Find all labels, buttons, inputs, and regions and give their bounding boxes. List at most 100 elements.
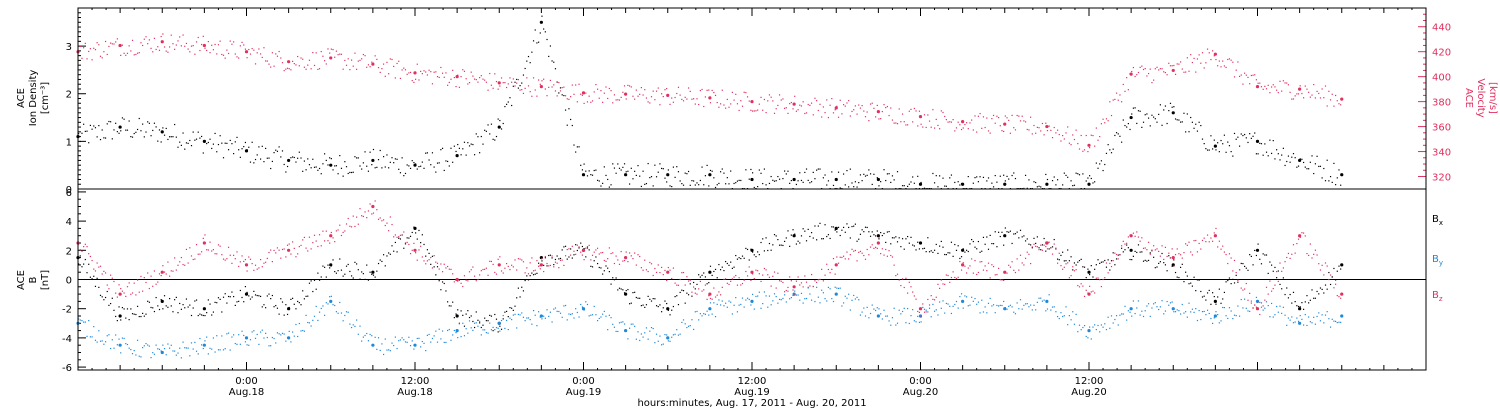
bx-sample-point — [199, 313, 201, 315]
bz-sample-point — [147, 272, 149, 274]
velocity-sample-point — [1227, 58, 1229, 61]
density-sample-point — [704, 175, 707, 177]
bx-sample-point — [573, 254, 575, 256]
by-sample-point — [554, 307, 557, 309]
bx-sample-point — [1276, 277, 1278, 279]
velocity-sample-point — [760, 96, 762, 98]
by-sample-point — [940, 307, 942, 309]
density-sample-point — [854, 181, 856, 183]
bz-sample-point — [273, 249, 275, 252]
by-sample-point — [403, 339, 405, 341]
by-sample-point — [502, 314, 504, 317]
by-sample-point — [725, 302, 727, 304]
bx-point — [1003, 234, 1007, 238]
by-sample-point — [661, 344, 663, 346]
velocity-sample-point — [1013, 127, 1015, 129]
bx-sample-point — [108, 304, 110, 306]
bz-sample-point — [992, 265, 995, 268]
bz-sample-point — [342, 231, 344, 233]
density-sample-point — [890, 181, 892, 184]
bz-sample-point — [1038, 249, 1040, 251]
by-sample-point — [1026, 303, 1028, 305]
velocity-sample-point — [153, 37, 156, 39]
bz-sample-point — [600, 252, 602, 254]
by-sample-point — [639, 339, 641, 342]
density-sample-point — [810, 181, 813, 183]
bz-sample-point — [923, 311, 926, 313]
density-sample-point — [502, 122, 504, 125]
velocity-sample-point — [900, 121, 902, 123]
bz-sample-point — [291, 241, 294, 243]
bx-sample-point — [704, 276, 707, 278]
bx-sample-point — [1067, 249, 1069, 251]
density-point — [539, 20, 543, 24]
x-tick-date-label: Aug.20 — [903, 387, 938, 398]
density-sample-point — [908, 183, 910, 185]
bx-sample-point — [602, 273, 604, 275]
bx-sample-point — [172, 311, 174, 313]
bz-sample-point — [1321, 264, 1323, 266]
bz-sample-point — [895, 275, 897, 277]
velocity-sample-point — [1046, 129, 1049, 132]
bz-sample-point — [111, 277, 113, 279]
velocity-sample-point — [1121, 101, 1123, 103]
by-sample-point — [1030, 304, 1032, 306]
bz-sample-point — [534, 269, 536, 271]
velocity-sample-point — [740, 100, 742, 102]
velocity-sample-point — [369, 66, 371, 68]
by-sample-point — [546, 309, 548, 311]
bz-sample-point — [939, 287, 941, 289]
velocity-sample-point — [266, 60, 268, 62]
velocity-sample-point — [1292, 98, 1295, 100]
density-sample-point — [201, 135, 203, 138]
density-sample-point — [246, 149, 248, 151]
density-sample-point — [426, 152, 428, 154]
bz-sample-point — [730, 280, 732, 282]
by-sample-point — [261, 329, 263, 331]
by-sample-point — [1264, 307, 1266, 309]
bx-sample-point — [315, 288, 317, 290]
by-sample-point — [335, 311, 338, 313]
density-sample-point — [303, 160, 305, 162]
by-sample-point — [1090, 338, 1092, 340]
density-sample-point — [354, 156, 356, 158]
bz-sample-point — [1159, 255, 1161, 257]
bz-sample-point — [854, 249, 856, 252]
velocity-sample-point — [185, 42, 188, 45]
velocity-sample-point — [1009, 132, 1012, 134]
bz-sample-point — [305, 247, 307, 249]
velocity-sample-point — [1259, 82, 1261, 84]
density-sample-point — [396, 158, 398, 160]
density-sample-point — [566, 124, 568, 126]
density-sample-point — [180, 144, 182, 146]
density-sample-point — [281, 150, 284, 152]
bx-sample-point — [103, 299, 105, 301]
density-sample-point — [536, 42, 538, 44]
by-sample-point — [955, 300, 958, 303]
bz-sample-point — [420, 245, 422, 247]
bx-sample-point — [767, 249, 769, 252]
bz-sample-point — [960, 269, 963, 271]
density-sample-point — [671, 186, 673, 188]
density-sample-point — [1203, 143, 1205, 145]
velocity-sample-point — [357, 60, 359, 62]
bz-sample-point — [721, 286, 723, 288]
bx-sample-point — [957, 245, 959, 247]
bz-point — [876, 241, 880, 245]
velocity-point — [539, 85, 543, 89]
bz-sample-point — [586, 247, 589, 250]
density-sample-point — [145, 131, 147, 133]
by-sample-point — [662, 343, 664, 345]
bx-sample-point — [266, 295, 268, 297]
velocity-sample-point — [256, 52, 258, 54]
by-sample-point — [612, 323, 614, 325]
by-sample-point — [922, 306, 924, 309]
density-sample-point — [131, 136, 134, 138]
velocity-sample-point — [1286, 82, 1288, 84]
bz-sample-point — [696, 293, 698, 295]
bx-sample-point — [659, 304, 661, 306]
density-sample-point — [222, 157, 225, 159]
velocity-point — [1171, 68, 1175, 73]
bx-sample-point — [762, 238, 764, 240]
by-sample-point — [571, 313, 573, 315]
